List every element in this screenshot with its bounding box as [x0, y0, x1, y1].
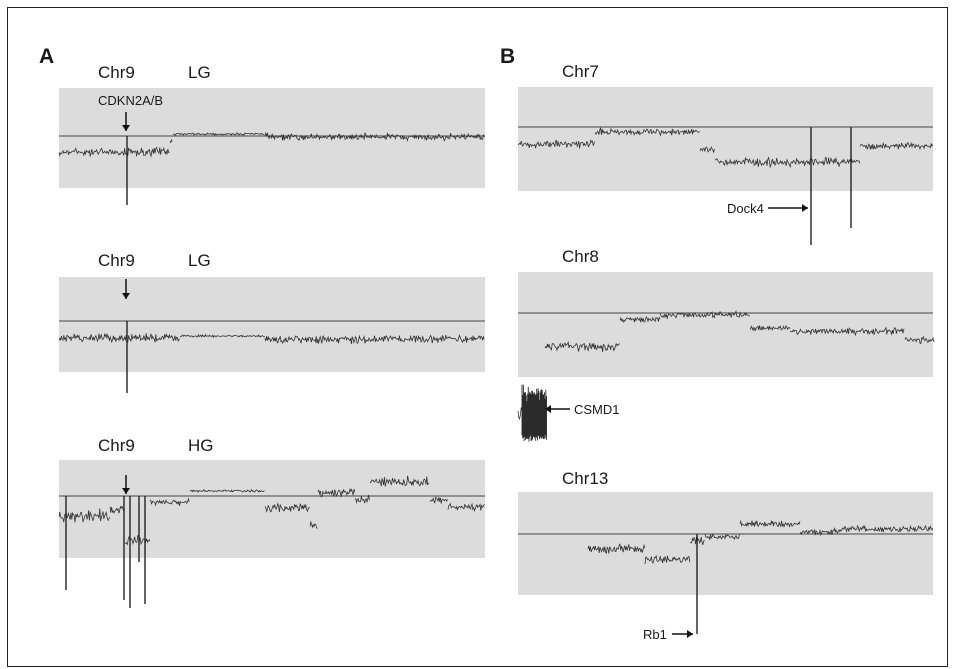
- plot-background: [59, 277, 485, 372]
- gene-label: CSMD1: [574, 402, 620, 417]
- arrow-head-icon: [545, 405, 551, 413]
- plot-background: [59, 88, 485, 188]
- chromosome-label: Chr13: [562, 469, 608, 488]
- arrow-head-icon: [122, 125, 130, 131]
- panel-1: Chr9 LG CDKN2A/B: [58, 63, 485, 205]
- chromosome-label: Chr7: [562, 62, 599, 81]
- grade-label: LG: [188, 63, 211, 82]
- amplification-block: [521, 384, 547, 442]
- gene-label: CDKN2A/B: [98, 93, 163, 108]
- plot-background: [518, 492, 933, 595]
- chromosome-label: Chr8: [562, 247, 599, 266]
- grade-label: HG: [188, 436, 214, 455]
- grade-label: LG: [188, 251, 211, 270]
- chromosome-label: Chr9: [98, 251, 135, 270]
- panel-letter-a: A: [39, 45, 54, 68]
- cnv-trace: [58, 475, 485, 546]
- arrow-head-icon: [802, 204, 808, 212]
- gene-label: Dock4: [727, 201, 764, 216]
- arrow-head-icon: [122, 488, 130, 494]
- figure-border: [7, 7, 948, 667]
- cnv-trace: [58, 131, 485, 158]
- gene-label: Rb1: [643, 627, 667, 642]
- panel-2: Chr9 LG: [58, 251, 485, 393]
- cnv-trace: [58, 332, 485, 345]
- chromosome-label: Chr9: [98, 436, 135, 455]
- plot-background: [518, 87, 933, 191]
- arrow-head-icon: [122, 293, 130, 299]
- panel-6: Chr13 Rb1: [518, 469, 934, 642]
- chromosome-label: Chr9: [98, 63, 135, 82]
- plot-background: [518, 272, 933, 377]
- panel-4: Chr7 Dock4: [517, 62, 934, 245]
- arrow-head-icon: [687, 630, 693, 638]
- panel-letter-b: B: [500, 45, 515, 68]
- panel-5: Chr8 CSMD1: [517, 247, 935, 442]
- cnv-trace: [517, 126, 934, 169]
- panel-3: Chr9 HG: [58, 436, 485, 608]
